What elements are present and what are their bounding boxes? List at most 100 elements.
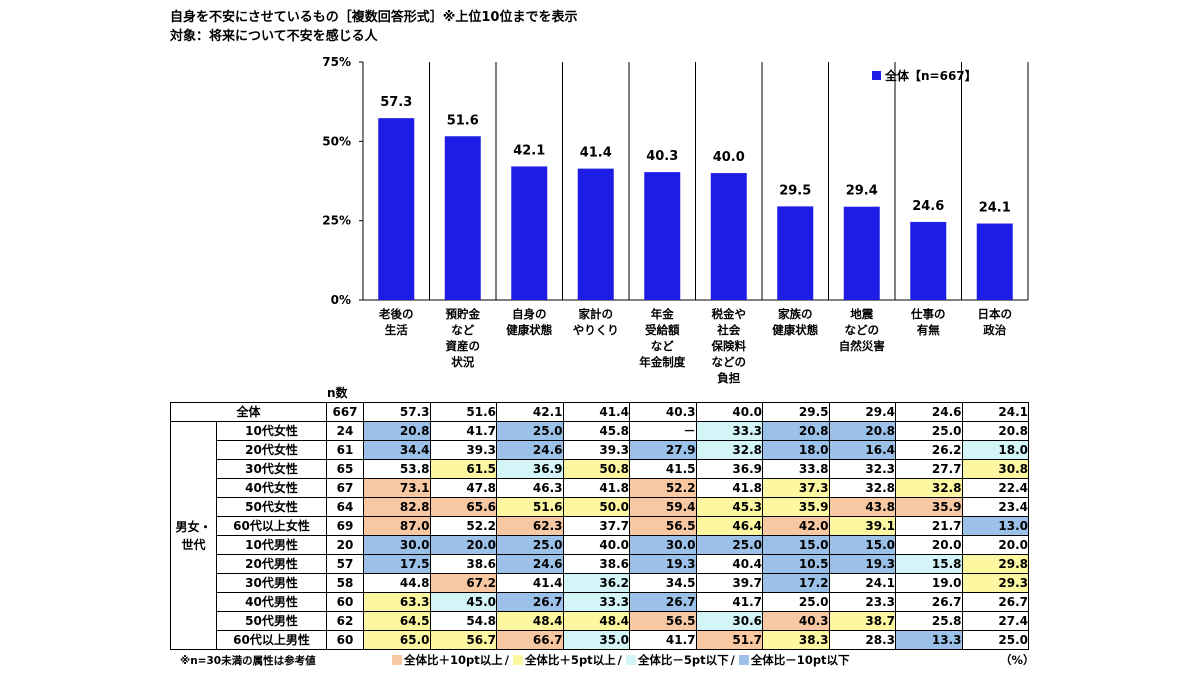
value-cell: 39.3 (562, 440, 630, 460)
bar (910, 221, 947, 300)
n-count-cell: 58 (326, 573, 364, 593)
table-row: 20代女性 61 34.4 39.3 24.6 39.3 27.9 32.8 18.0 16.4 2… (171, 440, 1029, 460)
value-cell: 46.4 (695, 516, 763, 536)
value-cell: 27.7 (895, 459, 963, 479)
value-cell: 10.5 (762, 554, 830, 574)
category-label: 家計の やりくり (572, 307, 619, 337)
legend-label: 全体比＋10pt以上 (404, 653, 503, 667)
bar (777, 206, 814, 300)
value-cell: 25.0 (762, 592, 830, 612)
legend-swatch (512, 655, 523, 665)
table-row: 10代男性 20 30.0 20.0 25.0 40.0 30.0 25.0 15.0 15.0 2… (171, 535, 1029, 555)
category-label: 自身の 健康状態 (506, 307, 553, 337)
n-count-cell: 69 (326, 516, 364, 536)
table-row: 60代以上男性 60 65.0 56.7 66.7 35.0 41.7 51.7 38.3 28.… (171, 630, 1029, 650)
y-tick-label: 50% (322, 134, 351, 148)
legend-swatch (392, 655, 402, 665)
value-cell: 17.5 (363, 554, 431, 574)
n-count-cell: 667 (326, 402, 364, 422)
value-cell: 41.4 (562, 402, 630, 422)
row-label: 10代女性 (216, 421, 327, 441)
bar (710, 173, 747, 300)
table-row: 男女・ 世代 10代女性 24 20.8 41.7 25.0 45.8 － 33.3 20.8 20… (170, 421, 1029, 650)
bar (444, 136, 481, 300)
row-label: 50代女性 (216, 497, 327, 517)
value-cell: 25.8 (895, 611, 963, 631)
n-count-cell: 60 (326, 592, 364, 612)
y-tick-label: 0% (331, 293, 351, 307)
category-label: 仕事の 有無 (911, 307, 946, 337)
value-cell: 25.0 (895, 421, 963, 441)
color-legend: 全体比＋10pt以上 / 全体比＋5pt以上 / 全体比－5pt以下 / 全体比－10pt以… (392, 652, 850, 668)
value-cell: － (629, 421, 697, 441)
value-cell: 21.7 (895, 516, 963, 536)
value-cell: 26.2 (895, 440, 963, 460)
data-label: 40.0 (713, 150, 745, 165)
legend-label: 全体【n=667】 (884, 68, 977, 83)
value-cell: 15.8 (895, 554, 963, 574)
value-cell: 37.7 (562, 516, 630, 536)
table-row: 30代男性 58 44.8 67.2 41.4 36.2 34.5 39.7 17.2 24.1 1… (171, 573, 1029, 593)
value-cell: 32.3 (828, 459, 896, 479)
n-count-cell: 57 (326, 554, 364, 574)
value-cell: 52.2 (629, 478, 697, 498)
value-cell: 59.4 (629, 497, 697, 517)
value-cell: 39.7 (695, 573, 763, 593)
value-cell: 24.6 (496, 440, 564, 460)
value-cell: 36.9 (695, 459, 763, 479)
bar (378, 118, 415, 300)
category-label: 預貯金 など 資産の 状況 (445, 307, 481, 369)
value-cell: 30.0 (363, 535, 431, 555)
category-label: 日本の 政治 (977, 307, 1013, 337)
bar (577, 168, 614, 300)
value-cell: 42.0 (762, 516, 830, 536)
value-cell: 51.7 (695, 630, 763, 650)
value-cell: 42.1 (496, 402, 564, 422)
row-label: 全体 (170, 402, 327, 422)
value-cell: 63.3 (363, 592, 431, 612)
data-label: 57.3 (380, 95, 412, 110)
value-cell: 20.0 (961, 535, 1029, 555)
value-cell: 35.9 (895, 497, 963, 517)
row-label: 10代男性 (216, 535, 327, 555)
value-cell: 24.6 (895, 402, 963, 422)
chart-subtitle: 対象：将来について不安を感じる人 (170, 29, 378, 44)
value-cell: 56.7 (429, 630, 497, 650)
row-label: 30代男性 (216, 573, 327, 593)
value-cell: 47.8 (429, 478, 497, 498)
value-cell: 34.5 (629, 573, 697, 593)
value-cell: 32.8 (828, 478, 896, 498)
value-cell: 19.0 (895, 573, 963, 593)
value-cell: 73.1 (363, 478, 431, 498)
category-label: 税金や 社会 保険料 などの 負担 (711, 307, 747, 385)
value-cell: 52.2 (429, 516, 497, 536)
row-label: 40代女性 (216, 478, 327, 498)
data-label: 40.3 (646, 149, 678, 164)
value-cell: 45.0 (429, 592, 497, 612)
value-cell: 43.8 (828, 497, 896, 517)
data-label: 42.1 (513, 143, 545, 158)
value-cell: 18.0 (961, 440, 1029, 460)
value-cell: 54.8 (429, 611, 497, 631)
row-label: 20代男性 (216, 554, 327, 574)
value-cell: 20.0 (429, 535, 497, 555)
value-cell: 13.3 (895, 630, 963, 650)
value-cell: 41.5 (629, 459, 697, 479)
value-cell: 24.1 (828, 573, 896, 593)
n-count-cell: 64 (326, 497, 364, 517)
value-cell: 45.3 (695, 497, 763, 517)
value-cell: 23.4 (961, 497, 1029, 517)
value-cell: 56.5 (629, 611, 697, 631)
category-label: 老後の 生活 (379, 307, 414, 337)
value-cell: 38.7 (828, 611, 896, 631)
value-cell: 41.7 (629, 630, 697, 650)
value-cell: 40.0 (695, 402, 763, 422)
value-cell: 18.0 (762, 440, 830, 460)
value-cell: 46.3 (496, 478, 564, 498)
crosstab-table: 全体 667 57.3 51.6 42.1 41.4 40.3 40.0 29.5 29.4 24.… (170, 402, 1029, 650)
row-label: 50代男性 (216, 611, 327, 631)
table-row: 40代女性 67 73.1 47.8 46.3 41.8 52.2 41.8 37.3 32.8 3… (171, 478, 1029, 498)
value-cell: 20.8 (762, 421, 830, 441)
value-cell: 41.4 (496, 573, 564, 593)
value-cell: 15.0 (762, 535, 830, 555)
